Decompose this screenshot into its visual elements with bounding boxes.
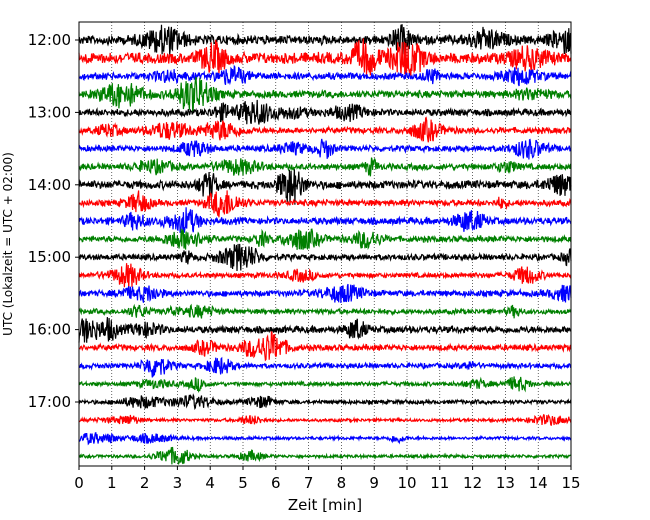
x-tick-label: 3	[173, 474, 183, 492]
x-axis: 0 1 2 3 4 5 6 7 8 9 10 11 12 13 14 15	[74, 466, 581, 492]
x-tick-label: 10	[397, 474, 416, 492]
trace-1445	[78, 228, 572, 251]
x-tick-label: 4	[205, 474, 215, 492]
x-axis-label: Zeit [min]	[288, 496, 362, 514]
y-tick-label: 15:00	[28, 248, 71, 266]
trace-1245	[78, 76, 572, 114]
trace-1200	[78, 24, 572, 55]
x-tick-label: 6	[271, 474, 281, 492]
trace-1545	[78, 303, 572, 319]
trace-1315	[78, 116, 572, 143]
trace-1215	[78, 38, 572, 77]
trace-1630	[78, 356, 572, 378]
trace-1700	[78, 393, 572, 411]
plot-frame	[78, 21, 572, 467]
trace-1730	[78, 432, 572, 446]
x-tick-label: 13	[496, 474, 515, 492]
trace-1300	[78, 99, 572, 125]
trace-1530	[78, 283, 572, 304]
trace-1645	[78, 376, 572, 393]
y-tick-label: 12:00	[28, 31, 71, 49]
y-tick-label: 16:00	[28, 321, 71, 339]
y-axis-label: UTC (Lokalzeit = UTC + 02:00)	[1, 152, 15, 336]
x-tick-label: 0	[74, 474, 84, 492]
x-tick-label: 14	[529, 474, 548, 492]
x-tick-label: 7	[304, 474, 314, 492]
trace-1430	[78, 207, 572, 233]
y-tick-label: 14:00	[28, 176, 71, 194]
y-tick-label: 13:00	[28, 103, 71, 121]
x-tick-label: 2	[140, 474, 150, 492]
trace-1415	[78, 190, 572, 218]
trace-1715	[78, 413, 572, 426]
x-tick-label: 11	[430, 474, 449, 492]
trace-1600	[78, 317, 572, 343]
x-tick-label: 9	[369, 474, 379, 492]
trace-1515	[78, 263, 572, 289]
x-tick-label: 15	[561, 474, 580, 492]
trace-1615	[78, 331, 572, 362]
trace-1345	[78, 157, 572, 177]
trace-1400	[78, 169, 572, 206]
x-tick-label: 8	[337, 474, 347, 492]
x-tick-label: 1	[107, 474, 117, 492]
trace-1500	[78, 243, 572, 272]
y-tick-label: 17:00	[28, 393, 71, 411]
traces-group	[78, 24, 572, 465]
y-axis: 12:00 13:00 14:00 15:00 16:00 17:00	[28, 31, 79, 411]
trace-1330	[78, 138, 572, 160]
x-tick-label: 5	[238, 474, 248, 492]
trace-1230	[78, 64, 572, 87]
x-tick-label: 12	[463, 474, 482, 492]
trace-1745	[78, 446, 572, 465]
